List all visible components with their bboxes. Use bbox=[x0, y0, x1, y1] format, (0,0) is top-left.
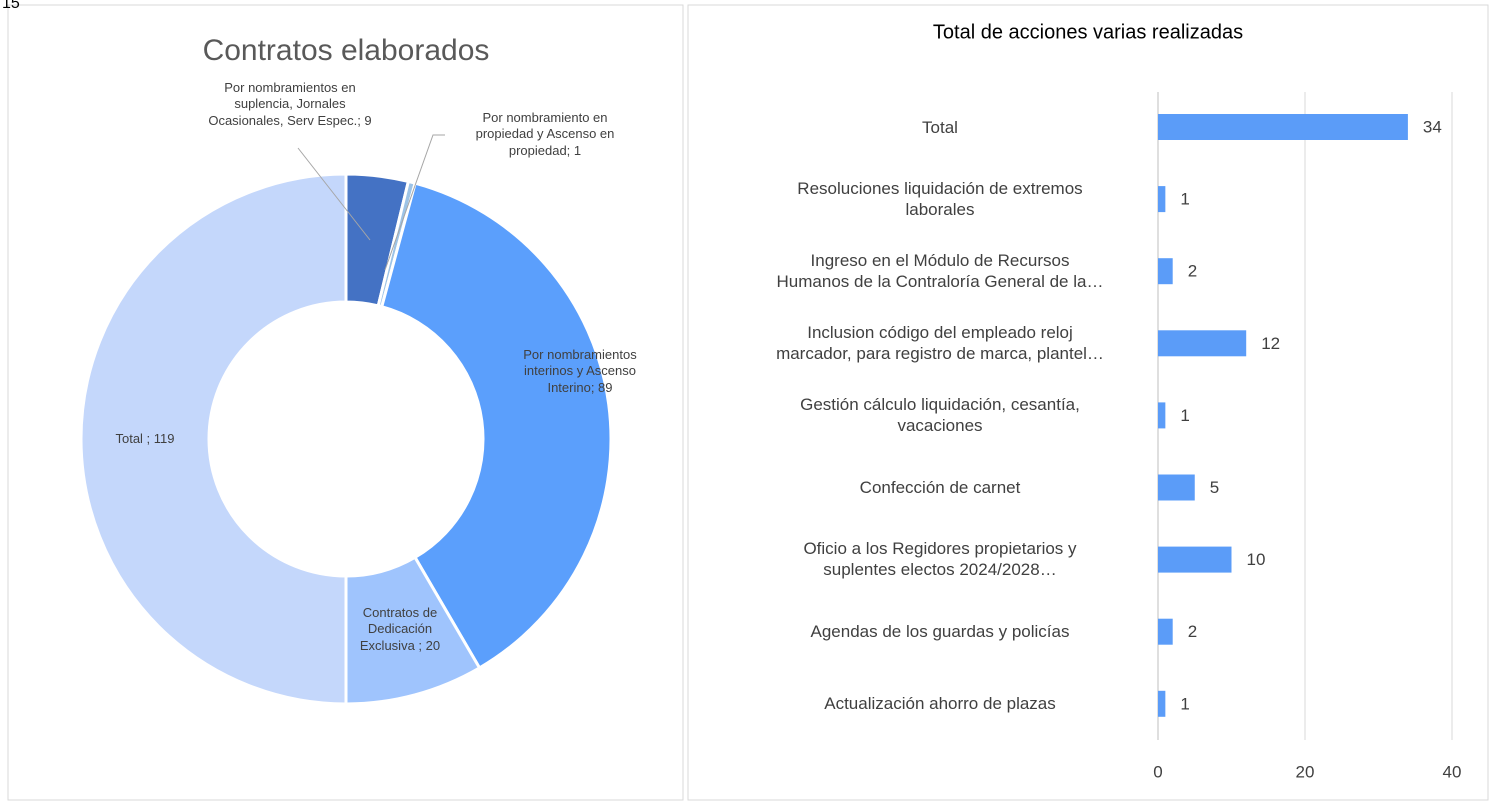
y-tick-label: Total bbox=[922, 117, 958, 137]
value-label: 1 bbox=[1180, 190, 1189, 209]
left-panel bbox=[7, 4, 684, 801]
bar bbox=[1158, 186, 1166, 213]
y-tick-label: Agendas de los guardas y policías bbox=[810, 622, 1070, 642]
y-tick-label: Ingreso en el Módulo de Recursos Humanos… bbox=[776, 250, 1104, 291]
x-tick-label: 20 bbox=[1296, 762, 1315, 781]
bar bbox=[1158, 474, 1195, 501]
leader-line bbox=[384, 134, 445, 271]
bar bbox=[1158, 114, 1408, 140]
bar bbox=[1158, 258, 1173, 285]
bar bbox=[1158, 690, 1166, 717]
value-label: 1 bbox=[1180, 406, 1189, 425]
x-tick-label: 0 bbox=[1153, 762, 1162, 781]
leader-line bbox=[297, 147, 371, 241]
value-label: 2 bbox=[1188, 262, 1197, 281]
data-label: Por nombramiento en propiedad y Ascenso … bbox=[475, 110, 615, 158]
y-tick-label: Inclusion código del empleado reloj marc… bbox=[776, 322, 1104, 364]
value-label: 12 bbox=[1261, 334, 1280, 353]
bar bbox=[1158, 330, 1247, 357]
x-tick-label: 40 bbox=[1443, 762, 1462, 781]
donut-segment bbox=[79, 172, 348, 706]
bar bbox=[1158, 402, 1166, 429]
y-tick-label: Confección de carnet bbox=[859, 478, 1021, 497]
value-label: 5 bbox=[1210, 478, 1219, 497]
value-label: 1 bbox=[1180, 694, 1189, 713]
y-tick-label: Actualización ahorro de plazas bbox=[824, 694, 1056, 714]
value-label: 10 bbox=[1247, 550, 1266, 569]
right-panel bbox=[687, 4, 1489, 801]
data-label: Por nombramientos en suplencia, Jornales… bbox=[208, 80, 372, 128]
y-tick-label: Gestión cálculo liquidación, cesantía, v… bbox=[800, 394, 1080, 436]
y-tick-label: Resoluciones liquidación de extremos lab… bbox=[797, 178, 1083, 219]
donut-title: Contratos elaborados bbox=[203, 34, 490, 67]
data-label: Total ; 119 bbox=[115, 431, 175, 446]
value-label: 34 bbox=[1423, 117, 1442, 136]
value-label: 2 bbox=[1188, 622, 1197, 641]
bar-title: Total de acciones varias realizadas bbox=[933, 21, 1243, 43]
data-label: Contratos de Dedicación Exclusiva ; 20 bbox=[359, 605, 441, 653]
stray-text: 15 bbox=[2, 0, 20, 12]
donut-segment bbox=[379, 181, 613, 670]
y-tick-label: Oficio a los Regidores propietarios y su… bbox=[803, 539, 1077, 580]
bar bbox=[1158, 546, 1232, 573]
data-label: Por nombramientos interinos y Ascenso In… bbox=[523, 347, 637, 395]
bar bbox=[1158, 618, 1173, 645]
